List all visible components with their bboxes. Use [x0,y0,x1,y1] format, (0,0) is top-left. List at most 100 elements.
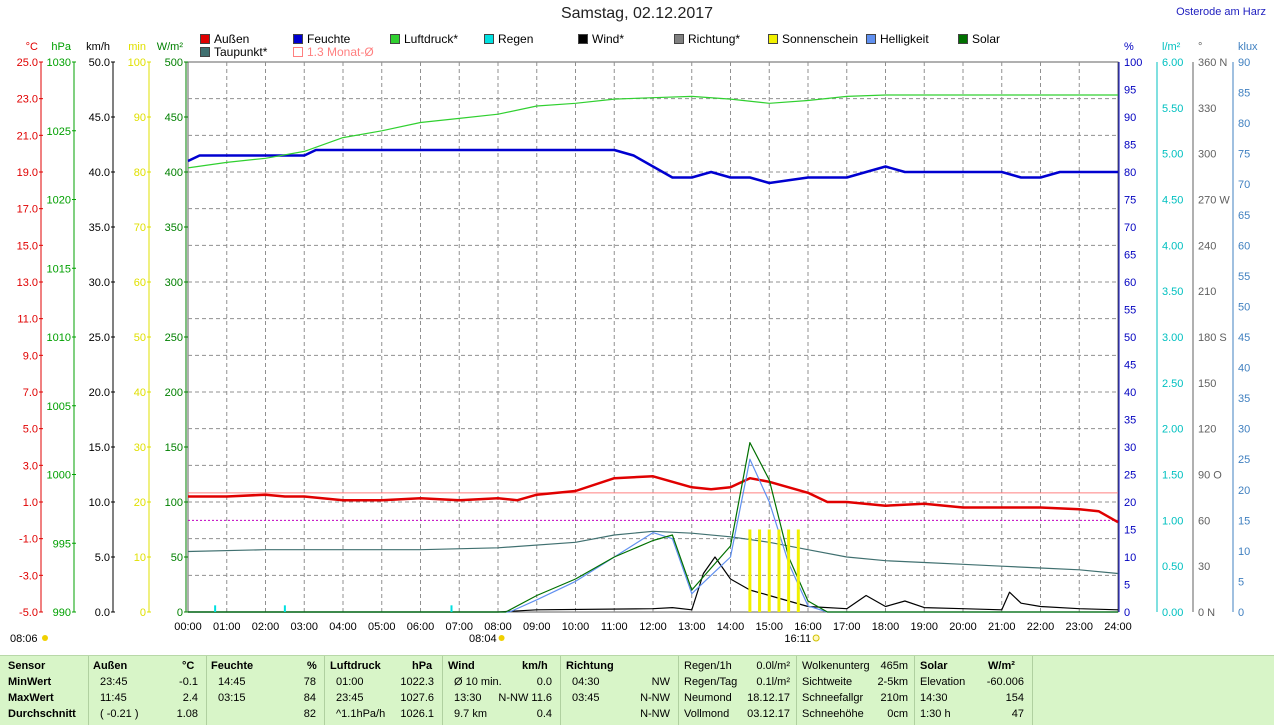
header-wind-unit: km/h [522,660,548,672]
sunrise-label: 08:04 [469,633,497,645]
left-time-icon [42,635,48,641]
axis-tick-label: 85 [1124,140,1136,152]
axis-tick-label: 7.0 [23,387,38,399]
axis-unit-label: ° [1198,41,1202,53]
axis-tick-label: 25 [1124,470,1136,482]
axis-tick-label: 0 [177,607,183,619]
axis-tick-label: 45 [1124,360,1136,372]
legend-label: Helligkeit [880,32,929,46]
axis-tick-label: 35.0 [89,222,110,234]
sunset-icon [812,634,820,642]
axis-tick-label: 20.0 [89,387,110,399]
stat-rain-value: 0.1l/m² [756,676,790,688]
axis-tick-label: 75 [1238,149,1250,161]
x-tick-label: 10:00 [562,621,590,633]
location-label: Osterode am Harz [1176,6,1266,18]
stat-aussen-time: 23:45 [100,676,128,688]
axis-tick-label: 20 [134,497,146,509]
legend-item: Richtung* [674,32,740,46]
axis-tick-label: 30 [1124,442,1136,454]
axis-tick-label: 1030 [47,57,71,69]
stat-rain-key: Regen/Tag [684,676,738,688]
axis-tick-label: 15.0 [17,240,38,252]
axis-tick-label: 50 [171,552,183,564]
axis-tick-label: 100 [165,497,183,509]
legend-swatch [200,34,210,44]
stat-feuchte-value: 82 [303,708,316,720]
axis-tick-label: 3.50 [1162,286,1183,298]
axis-tick-label: -5.0 [19,607,38,619]
axis-tick-label: 70 [134,222,146,234]
axis-tick-label: 80 [1238,118,1250,130]
axis-tick-label: 5.00 [1162,149,1183,161]
legend-item: Taupunkt* [200,45,267,59]
axis-tick-label: 240 [1198,240,1216,252]
x-tick-label: 11:00 [601,621,628,633]
axis-unit-label: W/m² [157,41,184,53]
legend-label: Richtung* [688,32,741,46]
rain-bar [283,605,286,612]
stat-rain-value: 0.0l/m² [756,660,790,672]
axis-tick-label: 25 [1238,454,1250,466]
axis-tick-label: 20 [1124,497,1136,509]
stat-row-label: MaxWert [8,692,54,704]
stat-feuchte-value: 78 [303,676,316,688]
x-tick-label: 12:00 [639,621,667,633]
stat-richtung-time: 03:45 [572,692,600,704]
axis-tick-label: 0.0 [95,607,110,619]
sunset-label: 16:11 [784,633,811,645]
axis-tick-label: 15 [1238,515,1250,527]
stat-luftdruck-value: 1026.1 [400,708,434,720]
stat-rain-value: 03.12.17 [747,708,790,720]
x-tick-label: 14:00 [717,621,745,633]
axis-tick-label: 100 [1124,57,1142,69]
stat-richtung-value: N-NW [640,708,670,720]
stat-richtung-value: N-NW [640,692,670,704]
axis-tick-label: 450 [165,112,183,124]
legend-item: 1.3 Monat-Ø [293,45,374,59]
weather-chart: °C 25.0 23.0 21.0 19.0 17.0 15.0 13.0 11.0 9.0 7.0… [10,41,1258,645]
x-tick-label: 15:00 [755,621,783,633]
stat-cloud-key: Wolkenunterg [802,660,870,672]
axis-tick-label: 150 [1198,378,1216,390]
header-solar: Solar [920,660,948,672]
stat-aussen-time: ( -0.21 ) [100,708,139,720]
axis-tick-label: 15.0 [89,442,110,454]
legend-swatch [293,47,303,57]
series-line-auen [188,475,1119,524]
legend-item: Regen [484,32,533,46]
legend-swatch [674,34,684,44]
stat-rain-key: Vollmond [684,708,730,720]
axis-tick-label: 55 [1124,305,1136,317]
axis-tick-label: 40 [134,387,146,399]
axis-tick-label: -3.0 [19,570,38,582]
axis-tick-label: 0 N [1198,607,1215,619]
stat-cloud-value: 0cm [887,708,908,720]
legend-swatch [484,34,494,44]
axis-unit-label: klux [1238,41,1258,53]
legend-item: Feuchte [293,32,350,46]
stat-wind-time: 13:30 [454,692,482,704]
x-tick-label: 19:00 [910,621,938,633]
legend-swatch [390,34,400,44]
x-tick-label: 22:00 [1027,621,1055,633]
axis-tick-label: 1.00 [1162,515,1183,527]
stat-rain-key: Regen/1h [684,660,732,672]
axis-tick-label: 350 [165,222,183,234]
x-tick-label: 03:00 [290,621,318,633]
axis-tick-label: 50 [134,332,146,344]
axis-tick-label: 50.0 [89,57,110,69]
stat-cloud-key: Schneefallgr [802,692,864,704]
axis-unit-label: % [1124,41,1134,53]
header-feuchte-unit: % [307,660,317,672]
axis-tick-label: 95 [1124,85,1136,97]
stat-aussen-value: 1.08 [176,708,198,720]
stat-cloud-value: 465m [880,660,908,672]
axis-tick-label: 30 [1198,561,1210,573]
x-tick-label: 05:00 [368,621,396,633]
header-luftdruck-unit: hPa [412,660,433,672]
sunshine-bar [767,529,771,612]
x-tick-label: 17:00 [833,621,861,633]
stat-cloud-value: 2-5km [877,676,908,688]
axis-tick-label: 30 [1238,424,1250,436]
